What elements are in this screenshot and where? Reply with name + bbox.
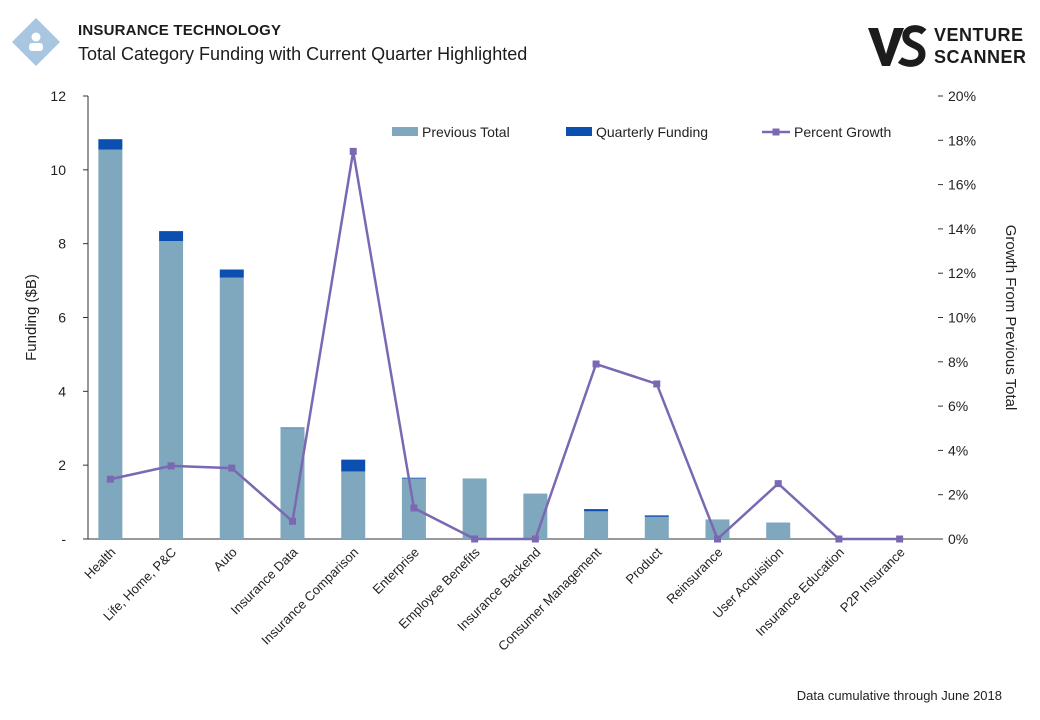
y2-axis-title: Growth From Previous Total (1002, 225, 1019, 411)
growth-point (592, 360, 600, 368)
legend-label-quarterly: Quarterly Funding (596, 124, 708, 140)
growth-point (410, 504, 418, 512)
y-tick-label: 6 (58, 310, 66, 326)
brand-logo: VENTURE SCANNER (866, 24, 1036, 70)
bar-quarterly-funding (98, 139, 123, 150)
bar-quarterly-funding (280, 427, 305, 429)
legend-swatch-previous (392, 127, 418, 136)
user-icon (12, 18, 60, 66)
bar-previous-total (766, 523, 791, 539)
category-label: Enterprise (370, 545, 423, 598)
chart-subtitle: Total Category Funding with Current Quar… (78, 44, 528, 64)
growth-point (896, 535, 904, 543)
growth-point (471, 535, 479, 543)
y2-tick-label: 14% (948, 221, 976, 237)
y-tick-label: 2 (58, 457, 66, 473)
brand-line-1: VENTURE (934, 25, 1024, 45)
growth-point (289, 517, 296, 525)
bar-quarterly-funding (219, 269, 244, 278)
y2-tick-label: 6% (948, 398, 968, 414)
legend-label-growth: Percent Growth (794, 124, 891, 140)
category-title: INSURANCE TECHNOLOGY (78, 22, 282, 39)
y2-tick-label: 20% (948, 88, 976, 104)
y2-tick-label: 8% (948, 354, 968, 370)
legend-marker-growth (772, 128, 780, 136)
growth-point (167, 462, 175, 470)
y-tick-label: 8 (58, 236, 66, 252)
category-label: Auto (210, 545, 240, 575)
growth-point (774, 480, 782, 488)
bar-previous-total (644, 516, 669, 539)
y2-tick-label: 0% (948, 531, 968, 547)
y2-tick-label: 12% (948, 265, 976, 281)
bar-previous-total (462, 478, 487, 539)
growth-point (653, 380, 661, 388)
bar-previous-total (341, 471, 366, 539)
bar-quarterly-funding (341, 459, 366, 472)
y2-tick-label: 16% (948, 177, 976, 193)
y-tick-label: - (61, 531, 66, 547)
y2-tick-label: 10% (948, 310, 976, 326)
y2-tick-label: 2% (948, 487, 968, 503)
growth-point (106, 475, 114, 483)
category-label: Health (81, 545, 118, 582)
legend: Previous Total Quarterly Funding Percent G… (392, 124, 891, 140)
legend-swatch-quarterly (566, 127, 592, 136)
growth-line (110, 151, 900, 542)
bar-quarterly-funding (584, 509, 609, 512)
growth-point (531, 535, 539, 543)
bar-quarterly-funding (159, 231, 184, 242)
bar-previous-total (219, 277, 244, 539)
category-label: Reinsurance (663, 545, 725, 607)
legend-label-previous: Previous Total (422, 124, 510, 140)
growth-point (714, 535, 721, 543)
growth-point (349, 147, 357, 155)
y-tick-label: 12 (50, 88, 66, 104)
category-label: Product (623, 544, 666, 587)
y-tick-label: 10 (50, 162, 66, 178)
bar-quarterly-funding (401, 477, 426, 479)
y-tick-label: 4 (58, 383, 66, 399)
category-label: Consumer Management (495, 544, 604, 653)
bar-quarterly-funding (644, 515, 669, 517)
data-footnote: Data cumulative through June 2018 (796, 688, 1002, 703)
bar-previous-total (584, 511, 609, 539)
growth-point (228, 464, 236, 472)
bar-previous-total (159, 241, 184, 539)
brand-line-2: SCANNER (934, 47, 1027, 67)
brand-name: VENTURE SCANNER (934, 24, 1027, 68)
category-label: P2P Insurance (837, 545, 908, 616)
y-axis-title: Funding ($B) (23, 274, 40, 361)
vs-logo-icon (868, 25, 927, 67)
bar-previous-total (98, 149, 123, 539)
chart-header: INSURANCE TECHNOLOGY Total Category Fund… (0, 0, 1040, 80)
y2-tick-label: 4% (948, 442, 968, 458)
y2-tick-label: 18% (948, 132, 976, 148)
growth-point (835, 535, 843, 543)
